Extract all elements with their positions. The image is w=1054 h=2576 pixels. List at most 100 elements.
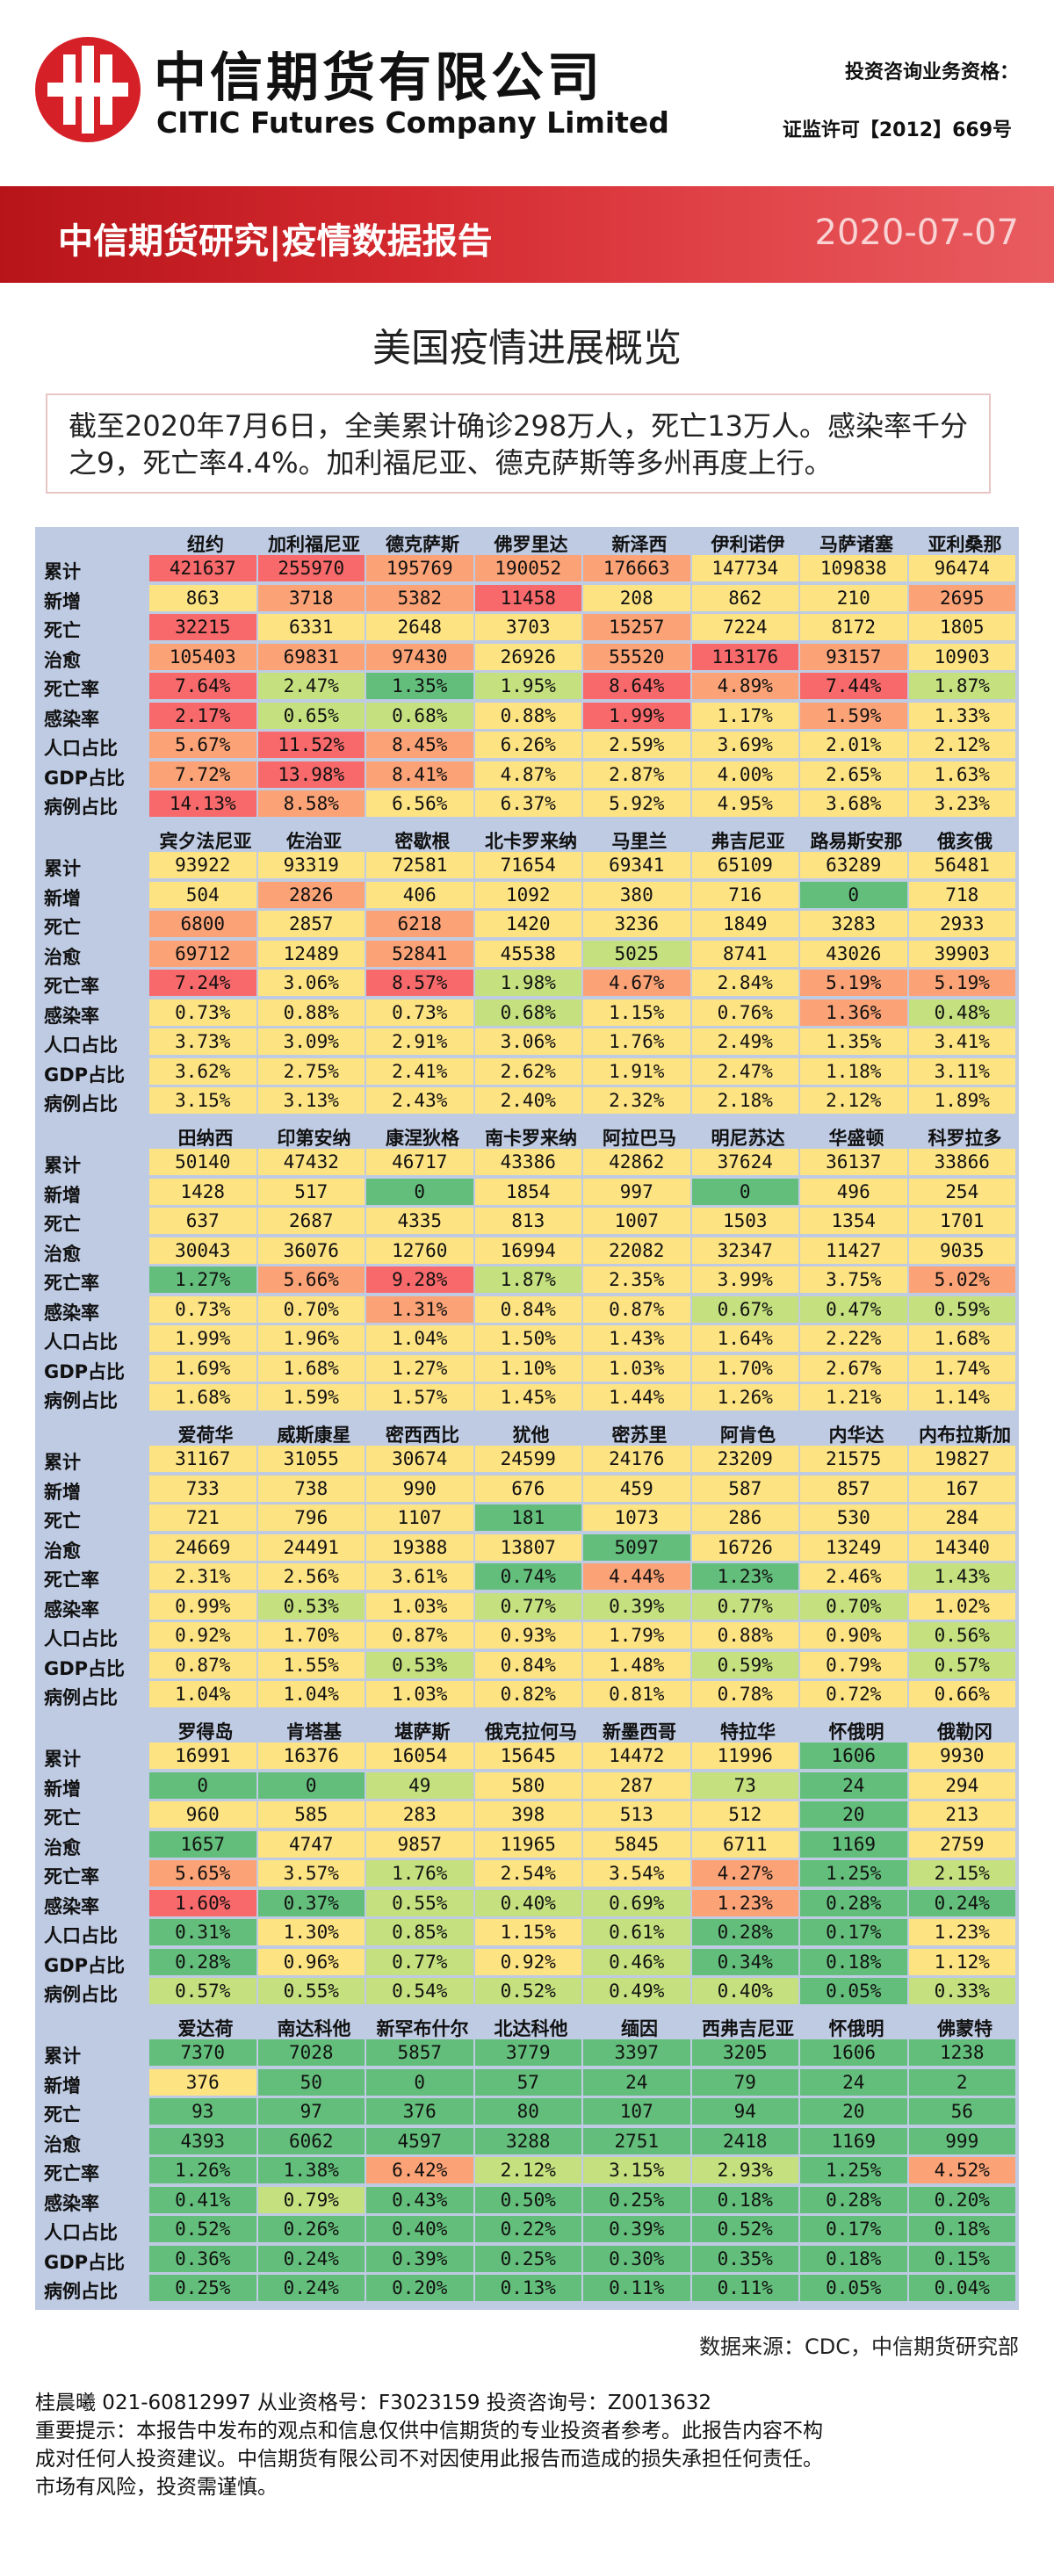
table-cell: 0.36% bbox=[149, 2245, 256, 2272]
table-cell: 0.37% bbox=[257, 1889, 365, 1916]
table-cell: 0.90% bbox=[800, 1622, 907, 1649]
table-cell: 0.35% bbox=[691, 2245, 798, 2272]
table-cell: 1107 bbox=[366, 1504, 473, 1531]
table-cell: 11996 bbox=[691, 1743, 798, 1769]
state-header: 特拉华 bbox=[720, 1721, 776, 1743]
table-cell: 254 bbox=[908, 1178, 1015, 1205]
table-cell: 3.13% bbox=[257, 1087, 365, 1114]
page-title: 美国疫情进展概览 bbox=[372, 326, 682, 371]
state-data-table: 纽约 加利福尼亚 德克萨斯 佛罗里达 新泽西 伊利诺伊 马萨诸塞 亚利桑那 累计 421637 25… bbox=[35, 527, 1019, 2310]
table-cell: 5.67% bbox=[149, 732, 256, 758]
qualification-label: 投资咨询业务资格： bbox=[844, 61, 1019, 83]
table-cell: 6331 bbox=[257, 614, 365, 640]
data-source-note: 数据来源：CDC，中信期货研究部 bbox=[699, 2334, 1019, 2359]
table-section: 田纳西 印第安纳 康涅狄格 南卡罗来纳 阿拉巴马 明尼苏达 华盛顿 科罗拉多 累计 50140 47… bbox=[35, 1121, 1019, 1418]
table-cell: 181 bbox=[474, 1504, 581, 1531]
table-cell: 16994 bbox=[474, 1237, 581, 1264]
banner-date: 2020-07-07 bbox=[814, 213, 1019, 253]
table-cell: 5857 bbox=[366, 2039, 473, 2066]
table-cell: 3236 bbox=[583, 911, 690, 937]
table-cell: 1.95% bbox=[474, 673, 581, 699]
row-label: GDP占比 bbox=[44, 1954, 126, 1976]
table-cell: 3.61% bbox=[366, 1563, 473, 1590]
row-label: 病例占比 bbox=[44, 1390, 118, 1411]
table-cell: 2.12% bbox=[474, 2157, 581, 2183]
row-label: GDP占比 bbox=[44, 1360, 126, 1382]
table-cell: 4.87% bbox=[474, 761, 581, 788]
table-cell: 1.60% bbox=[149, 1889, 256, 1916]
table-cell: 24669 bbox=[149, 1533, 256, 1561]
table-cell: 283 bbox=[366, 1801, 473, 1828]
table-cell: 376 bbox=[366, 2098, 473, 2125]
table-cell: 13.98% bbox=[257, 761, 365, 788]
table-cell: 862 bbox=[691, 584, 798, 611]
table-cell: 56 bbox=[908, 2098, 1015, 2125]
table-cell: 1805 bbox=[908, 614, 1015, 640]
table-cell: 2857 bbox=[257, 911, 365, 937]
table-cell: 14472 bbox=[583, 1743, 690, 1769]
table-cell: 1.59% bbox=[800, 702, 907, 729]
table-cell: 1.03% bbox=[583, 1354, 690, 1382]
table-cell: 1657 bbox=[149, 1830, 256, 1858]
table-cell: 0.57% bbox=[149, 1978, 256, 2004]
table-cell: 0.88% bbox=[691, 1622, 798, 1649]
table-cell: 210 bbox=[800, 584, 907, 611]
table-cell: 69831 bbox=[257, 643, 365, 670]
table-cell: 0.99% bbox=[149, 1592, 256, 1620]
table-cell: 587 bbox=[691, 1475, 798, 1502]
table-cell: 0 bbox=[366, 2068, 473, 2096]
state-header: 马里兰 bbox=[611, 831, 668, 852]
table-cell: 0.77% bbox=[691, 1592, 798, 1620]
table-cell: 1169 bbox=[800, 1830, 907, 1858]
table-cell: 1.91% bbox=[583, 1057, 690, 1085]
table-cell: 0.40% bbox=[691, 1978, 798, 2004]
table-cell: 16726 bbox=[691, 1533, 798, 1561]
table-cell: 1.35% bbox=[366, 673, 473, 699]
table-cell: 6.37% bbox=[474, 790, 581, 817]
table-cell: 5.66% bbox=[257, 1266, 365, 1293]
row-label: 累计 bbox=[44, 1749, 81, 1770]
row-label: 病例占比 bbox=[44, 2281, 118, 2302]
state-header: 马萨诸塞 bbox=[819, 534, 893, 555]
row-label: 累计 bbox=[44, 561, 81, 582]
table-cell: 1238 bbox=[908, 2039, 1015, 2066]
row-label: 病例占比 bbox=[44, 1093, 118, 1115]
table-cell: 1.23% bbox=[691, 1563, 798, 1590]
table-cell: 73 bbox=[691, 1771, 798, 1799]
table-cell: 36076 bbox=[257, 1237, 365, 1264]
table-cell: 530 bbox=[800, 1504, 907, 1531]
state-header: 新罕布什尔 bbox=[376, 2018, 469, 2039]
table-cell: 93 bbox=[149, 2098, 256, 2125]
report-banner: 中信期货研究|疫情数据报告 2020-07-07 bbox=[0, 186, 1054, 283]
table-cell: 7.24% bbox=[149, 970, 256, 996]
table-cell: 1.55% bbox=[257, 1651, 365, 1678]
table-cell: 0.28% bbox=[149, 1948, 256, 1975]
table-cell: 0.25% bbox=[474, 2245, 581, 2272]
table-cell: 990 bbox=[366, 1475, 473, 1502]
table-cell: 1.03% bbox=[366, 1681, 473, 1707]
table-cell: 2.59% bbox=[583, 732, 690, 758]
table-cell: 580 bbox=[474, 1771, 581, 1799]
table-cell: 0.05% bbox=[800, 1978, 907, 2004]
table-cell: 0.73% bbox=[149, 1295, 256, 1323]
table-cell: 46717 bbox=[366, 1149, 473, 1175]
table-cell: 0.55% bbox=[257, 1978, 365, 2004]
table-cell: 676 bbox=[474, 1475, 581, 1502]
table-cell: 32215 bbox=[149, 614, 256, 640]
state-header: 宾夕法尼亚 bbox=[159, 831, 252, 852]
table-cell: 3779 bbox=[474, 2039, 581, 2066]
row-label: 人口占比 bbox=[44, 2222, 118, 2243]
table-cell: 0.25% bbox=[583, 2186, 690, 2213]
table-cell: 3.68% bbox=[800, 790, 907, 817]
table-cell: 0.54% bbox=[366, 1978, 473, 2004]
author-line: 桂晨曦 021-60812997 从业资格号：F3023159 投资咨询号：Z0… bbox=[35, 2392, 712, 2414]
table-cell: 9930 bbox=[908, 1743, 1015, 1769]
table-cell: 19827 bbox=[908, 1446, 1015, 1472]
state-header: 田纳西 bbox=[177, 1128, 234, 1149]
report-header: 中信期货有限公司 CITIC Futures Company Limited 投… bbox=[0, 0, 1054, 180]
table-cell: 14.13% bbox=[149, 790, 256, 817]
table-cell: 5.19% bbox=[908, 970, 1015, 996]
state-header: 华盛顿 bbox=[828, 1128, 884, 1149]
table-cell: 0.28% bbox=[800, 1889, 907, 1916]
table-cell: 1.79% bbox=[583, 1622, 690, 1649]
